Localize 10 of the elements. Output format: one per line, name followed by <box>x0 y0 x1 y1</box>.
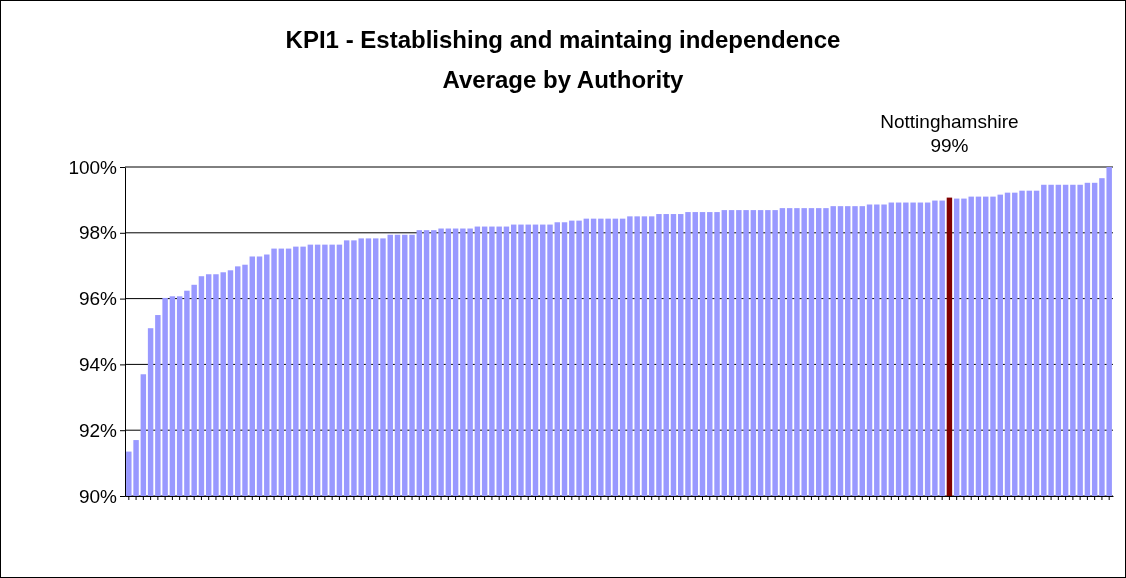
y-tick-label: 96% <box>78 288 118 310</box>
y-tick-label: 100% <box>68 156 118 178</box>
y-tick-label: 92% <box>78 419 118 441</box>
text: Nottinghamshire <box>880 111 1019 132</box>
y-tick-label: 94% <box>78 353 118 375</box>
chart-subtitle: Average by Authority <box>442 66 685 93</box>
chart-title: KPI1 - Establishing and maintaing independence <box>285 26 841 53</box>
y-tick-label: 90% <box>78 485 118 507</box>
data-label: 99% <box>930 135 969 156</box>
y-tick-label: 98% <box>78 222 118 244</box>
